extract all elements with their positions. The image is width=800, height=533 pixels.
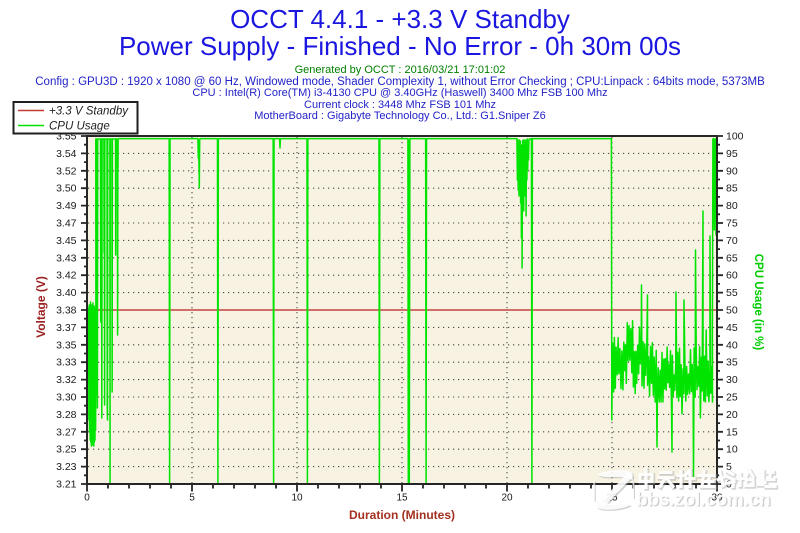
- svg-text:100: 100: [726, 131, 744, 143]
- svg-text:Voltage (V): Voltage (V): [34, 276, 48, 338]
- svg-text:15: 15: [396, 493, 408, 504]
- svg-text:75: 75: [726, 218, 738, 230]
- svg-text:5: 5: [189, 493, 195, 504]
- svg-text:65: 65: [726, 252, 738, 264]
- svg-text:80: 80: [726, 200, 738, 212]
- svg-text:3.38: 3.38: [56, 305, 77, 317]
- svg-text:5: 5: [726, 461, 732, 473]
- svg-text:3.49: 3.49: [56, 200, 77, 212]
- svg-text:3.37: 3.37: [56, 322, 77, 334]
- svg-text:3.45: 3.45: [56, 235, 77, 247]
- svg-text:3.52: 3.52: [56, 165, 77, 177]
- svg-text:bbs.zol.com.cn: bbs.zol.com.cn: [637, 491, 771, 512]
- svg-text:3.27: 3.27: [56, 426, 77, 438]
- svg-text:bbs.zol.com.cn: bbs.zol.com.cn: [636, 490, 770, 511]
- svg-text:15: 15: [726, 426, 738, 438]
- svg-text:3.23: 3.23: [56, 461, 77, 473]
- svg-text:90: 90: [726, 165, 738, 177]
- svg-text:40: 40: [726, 339, 738, 351]
- svg-text:25: 25: [726, 392, 738, 404]
- svg-text:3.43: 3.43: [56, 252, 77, 264]
- svg-text:3.32: 3.32: [56, 374, 77, 386]
- svg-text:Duration (Minutes): Duration (Minutes): [349, 508, 455, 522]
- svg-text:70: 70: [726, 235, 738, 247]
- svg-text:3.54: 3.54: [56, 148, 77, 160]
- svg-text:3.42: 3.42: [56, 270, 77, 282]
- svg-text:3.47: 3.47: [56, 218, 77, 230]
- svg-text:35: 35: [726, 357, 738, 369]
- svg-text:20: 20: [501, 493, 513, 504]
- svg-text:CPU Usage (in %): CPU Usage (in %): [752, 254, 764, 351]
- svg-text:85: 85: [726, 183, 738, 195]
- svg-text:10: 10: [726, 444, 738, 456]
- svg-text:60: 60: [726, 270, 738, 282]
- svg-text:0: 0: [726, 479, 732, 491]
- svg-text:3.28: 3.28: [56, 409, 77, 421]
- svg-text:3.21: 3.21: [56, 479, 77, 491]
- svg-text:3.25: 3.25: [56, 444, 77, 456]
- svg-text:3.33: 3.33: [56, 357, 77, 369]
- svg-text:10: 10: [291, 493, 303, 504]
- svg-text:30: 30: [726, 374, 738, 386]
- svg-text:3.40: 3.40: [56, 287, 77, 299]
- svg-text:3.35: 3.35: [56, 339, 77, 351]
- svg-text:0: 0: [84, 493, 90, 504]
- svg-text:3.30: 3.30: [56, 392, 77, 404]
- svg-text:20: 20: [726, 409, 738, 421]
- svg-text:CPU Usage: CPU Usage: [49, 121, 110, 133]
- svg-text:3.50: 3.50: [56, 183, 77, 195]
- svg-text:45: 45: [726, 322, 738, 334]
- svg-text:50: 50: [726, 305, 738, 317]
- svg-text:55: 55: [726, 287, 738, 299]
- svg-text:+3.3 V Standby: +3.3 V Standby: [49, 106, 129, 118]
- svg-text:30: 30: [711, 493, 723, 504]
- svg-text:95: 95: [726, 148, 738, 160]
